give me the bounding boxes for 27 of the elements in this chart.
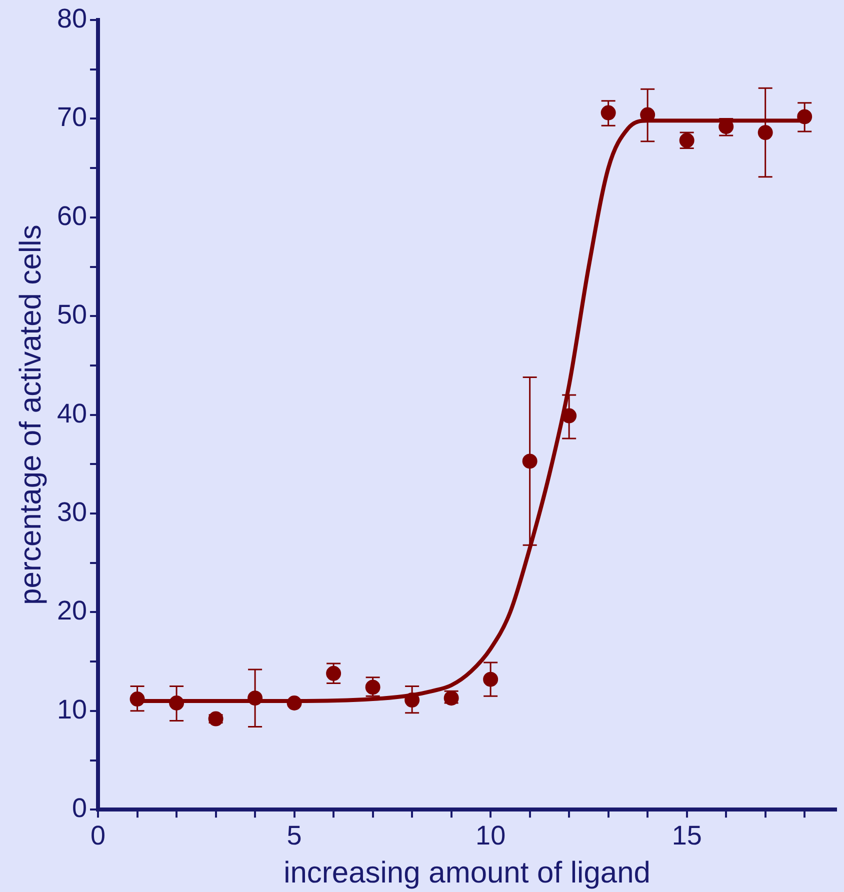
x-axis-title: increasing amount of ligand xyxy=(284,856,650,890)
y-tick-label: 80 xyxy=(56,3,88,34)
y-tick-label: 20 xyxy=(56,596,88,626)
point xyxy=(758,125,773,140)
y-tick-label: 50 xyxy=(56,300,88,330)
point xyxy=(208,711,224,726)
y-tick-label: 30 xyxy=(56,496,88,527)
x-tick-label: 5 xyxy=(286,820,302,850)
point xyxy=(483,672,498,687)
point xyxy=(130,692,145,707)
x-tick-label: 0 xyxy=(90,820,106,850)
y-tick-label: 40 xyxy=(56,398,88,428)
point xyxy=(169,696,184,711)
x-tick-label: 15 xyxy=(672,820,702,850)
point xyxy=(404,692,420,708)
point xyxy=(522,454,538,469)
y-tick-label: 70 xyxy=(56,102,88,132)
y-tick-label: 0 xyxy=(72,793,88,824)
y-axis-title: percentage of activated cells xyxy=(14,224,48,605)
point xyxy=(797,109,812,124)
point xyxy=(248,690,263,706)
y-tick-label: 10 xyxy=(56,694,88,724)
point xyxy=(286,696,302,711)
point xyxy=(562,408,577,424)
y-tick-label: 60 xyxy=(56,200,88,231)
x-tick-label: 10 xyxy=(476,820,506,850)
point xyxy=(600,105,616,120)
